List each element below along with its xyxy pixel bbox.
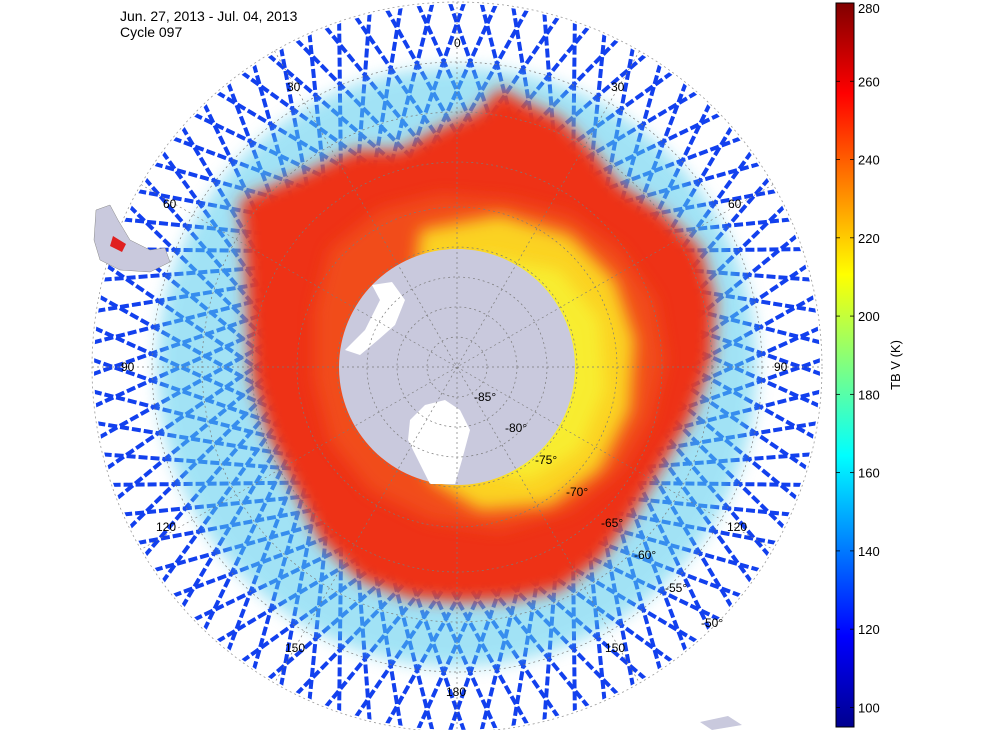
colorbar: 100 120 140 160 180 200 220 240 260 280 TB V (K) bbox=[835, 1, 903, 728]
ice-shelf bbox=[345, 282, 470, 484]
graticule bbox=[92, 2, 822, 730]
lat-label-70: -70° bbox=[566, 485, 588, 499]
colorbar-gradient bbox=[835, 2, 855, 728]
land-hot-pixels bbox=[110, 236, 126, 252]
lon-label-180: 180 bbox=[446, 685, 466, 699]
lon-label-60w: 60 bbox=[163, 197, 177, 211]
lat-label-50: -50° bbox=[701, 616, 723, 630]
lon-label-60e: 60 bbox=[728, 197, 742, 211]
colorbar-tick-label: 240 bbox=[858, 153, 880, 168]
colorbar-tick-label: 160 bbox=[858, 466, 880, 481]
lon-label-90w: 90 bbox=[121, 360, 135, 374]
lon-label-120e: 120 bbox=[727, 520, 747, 534]
lon-label-0: 0 bbox=[454, 36, 461, 50]
colorbar-tick-label: 260 bbox=[858, 74, 880, 89]
small-island bbox=[700, 716, 742, 730]
lat-label-60: -60° bbox=[634, 548, 656, 562]
colorbar-ticks: 100 120 140 160 180 200 220 240 260 280 bbox=[836, 1, 880, 715]
colorbar-tick-label: 120 bbox=[858, 622, 880, 637]
lon-label-90e: 90 bbox=[774, 360, 788, 374]
colorbar-label: TB V (K) bbox=[888, 340, 903, 390]
lat-label-80: -80° bbox=[505, 421, 527, 435]
lat-label-85: -85° bbox=[474, 390, 496, 404]
lon-label-30e: 30 bbox=[611, 80, 625, 94]
cycle-label: Cycle 097 bbox=[120, 24, 183, 40]
lon-label-150w: 150 bbox=[285, 641, 305, 655]
colorbar-tick-label: 200 bbox=[858, 309, 880, 324]
south-america-land bbox=[93, 204, 171, 273]
latitude-labels: -85° -80° -75° -70° -65° -60° -55° -50° bbox=[474, 390, 723, 630]
lon-label-120w: 120 bbox=[156, 520, 176, 534]
lon-label-30w: 30 bbox=[287, 80, 301, 94]
colorbar-tick-label: 140 bbox=[858, 544, 880, 559]
colorbar-tick-label: 100 bbox=[858, 700, 880, 715]
colorbar-tick-label: 180 bbox=[858, 387, 880, 402]
longitude-labels: 0 30 30 60 60 90 90 120 120 150 150 180 bbox=[121, 36, 788, 699]
date-range-title: Jun. 27, 2013 - Jul. 04, 2013 bbox=[120, 8, 298, 24]
colorbar-tick-label: 280 bbox=[858, 1, 880, 16]
lat-label-75: -75° bbox=[535, 453, 557, 467]
lat-label-65: -65° bbox=[601, 516, 623, 530]
lat-label-55: -55° bbox=[665, 581, 687, 595]
lon-label-150e: 150 bbox=[605, 641, 625, 655]
colorbar-tick-label: 220 bbox=[858, 231, 880, 246]
